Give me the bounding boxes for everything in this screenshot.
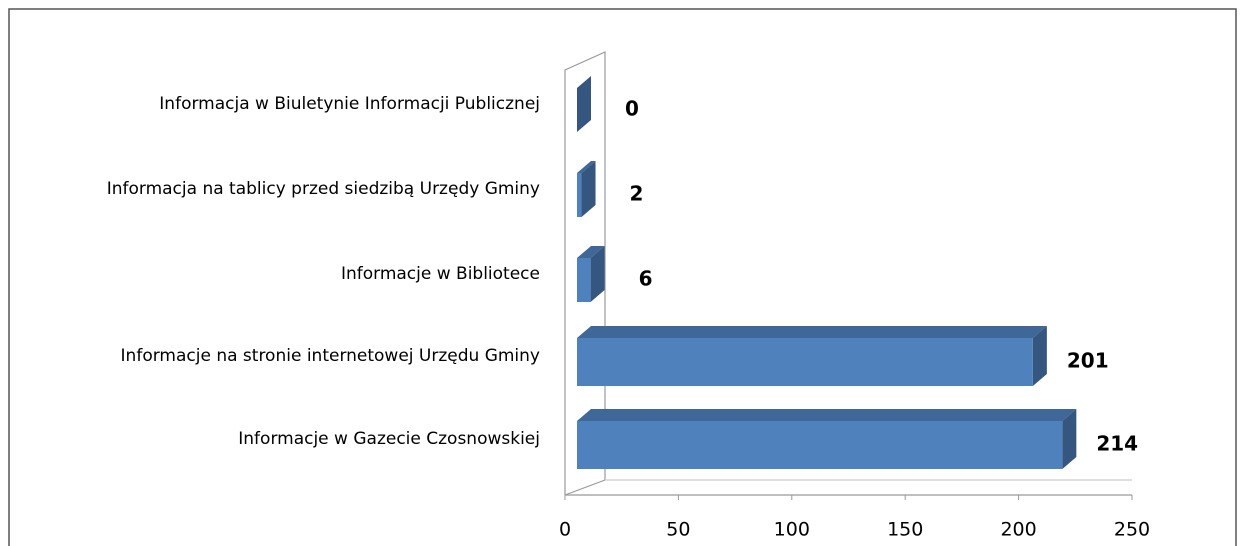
chart-border (8, 8, 1237, 546)
x-tick-label: 0 (559, 519, 571, 541)
value-label: 0 (625, 97, 639, 121)
bar-face (590, 246, 605, 302)
value-label: 2 (630, 182, 644, 206)
bar-face (577, 246, 605, 258)
x-tick-label: 50 (666, 519, 690, 541)
category-label: Informacja na tablicy przed siedzibą Urz… (107, 179, 540, 199)
value-label: 6 (639, 267, 653, 291)
bar-face (1062, 409, 1077, 469)
bar-face (577, 161, 596, 173)
bar (577, 161, 596, 217)
bar-face (1032, 326, 1047, 386)
category-label: Informacje na stronie internetowej Urzęd… (121, 346, 540, 366)
x-tick-label: 150 (887, 519, 923, 541)
bar-face (577, 326, 1047, 338)
bar-face (577, 76, 591, 132)
walls (564, 51, 1132, 496)
bar (577, 326, 1047, 386)
value-label: 214 (1096, 432, 1138, 456)
bar-face (577, 258, 591, 302)
bar (577, 76, 591, 132)
x-tick-label: 200 (1000, 519, 1036, 541)
value-label: 201 (1067, 349, 1109, 373)
bar-face (577, 409, 1077, 421)
bar (577, 409, 1077, 469)
category-label: Informacja w Biuletynie Informacji Publi… (159, 94, 540, 114)
x-tick-label: 100 (774, 519, 810, 541)
bar-face (581, 161, 596, 217)
bar-face (577, 421, 1063, 469)
bar (577, 246, 605, 302)
category-label: Informacje w Bibliotece (341, 264, 540, 284)
category-label: Informacje w Gazecie Czosnowskiej (238, 429, 540, 449)
bar-face (577, 338, 1033, 386)
x-tick-label: 250 (1114, 519, 1150, 541)
bar-face (577, 173, 582, 217)
